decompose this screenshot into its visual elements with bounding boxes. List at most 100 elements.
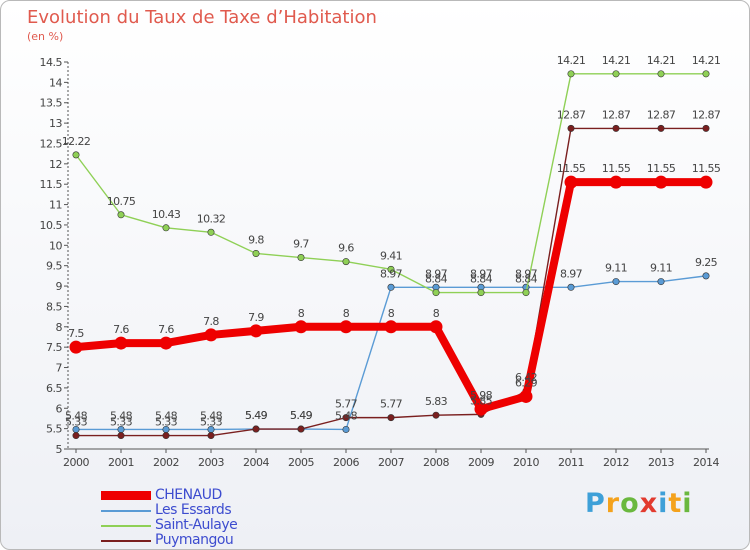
point-puymangou	[252, 425, 260, 433]
data-label-puymangou: 5.85	[470, 394, 493, 407]
y-tick-label: 13.5	[40, 97, 63, 110]
series-layer	[69, 70, 713, 440]
data-label-chenaud: 6.29	[515, 376, 538, 389]
logo-letter: P	[585, 488, 606, 519]
data-label-chenaud: 7.6	[158, 323, 174, 336]
x-tick-label: 2010	[513, 456, 539, 469]
data-label-saint-aulaye: 10.32	[197, 212, 226, 225]
y-tick-label: 5	[56, 443, 63, 456]
data-label-puymangou: 5.77	[380, 398, 403, 411]
point-saint-aulaye	[702, 70, 710, 78]
point-puymangou	[297, 425, 305, 433]
data-label-puymangou: 6.42	[515, 371, 537, 384]
point-chenaud	[474, 402, 488, 416]
point-chenaud	[249, 324, 263, 338]
y-tick-label: 8	[56, 321, 63, 334]
y-tick-label: 5.5	[46, 423, 62, 436]
data-label-les-essards: 5.49	[290, 409, 313, 422]
logo-letter: r	[605, 488, 621, 519]
data-label-saint-aulaye: 8.84	[470, 273, 493, 286]
logo-letter: i	[658, 488, 669, 519]
x-tick-label: 2013	[648, 456, 674, 469]
y-tick-label: 11.5	[40, 178, 63, 191]
data-label-saint-aulaye: 9.7	[293, 238, 309, 251]
x-tick-label: 2011	[558, 456, 584, 469]
legend-label-saint-aulaye: Saint-Aulaye	[155, 517, 238, 533]
logo-letter: t	[668, 488, 683, 519]
data-label-chenaud: 11.55	[602, 162, 631, 175]
logo-letter: o	[620, 488, 640, 519]
data-label-les-essards: 5.48	[110, 409, 133, 422]
y-tick-label: 11	[49, 199, 62, 212]
point-les-essards	[342, 425, 350, 433]
data-label-les-essards: 5.48	[155, 409, 178, 422]
data-label-saint-aulaye: 10.75	[107, 195, 136, 208]
point-saint-aulaye	[342, 258, 350, 266]
point-chenaud	[654, 175, 668, 189]
data-label-saint-aulaye: 10.43	[152, 208, 181, 221]
data-label-chenaud: 7.8	[203, 315, 219, 328]
legend: CHENAUD Les Essards Saint-Aulaye Puymang…	[101, 488, 238, 548]
point-puymangou	[387, 414, 395, 422]
y-tick-label: 8.5	[46, 300, 62, 313]
legend-swatch-les-essards	[101, 509, 151, 512]
logo-letter: i	[682, 488, 693, 519]
data-label-saint-aulaye: 14.21	[692, 54, 721, 67]
y-tick-label: 6.5	[46, 382, 62, 395]
data-label-saint-aulaye: 14.21	[647, 54, 676, 67]
logo-letter: x	[639, 488, 659, 519]
data-label-puymangou: 12.87	[557, 108, 586, 121]
point-saint-aulaye	[297, 254, 305, 262]
x-tick-label: 2014	[693, 456, 719, 469]
point-saint-aulaye	[117, 211, 125, 219]
point-puymangou	[72, 432, 80, 440]
data-label-saint-aulaye: 12.22	[62, 135, 91, 148]
legend-label-puymangou: Puymangou	[155, 532, 234, 548]
data-label-chenaud: 7.5	[68, 327, 84, 340]
data-label-chenaud: 11.55	[647, 162, 676, 175]
point-saint-aulaye	[387, 265, 395, 273]
point-chenaud	[609, 175, 623, 189]
point-saint-aulaye	[567, 70, 575, 78]
data-label-chenaud: 11.55	[557, 162, 586, 175]
data-label-saint-aulaye: 9.8	[248, 233, 264, 246]
data-label-les-essards: 8.97	[425, 267, 448, 280]
data-label-puymangou: 5.33	[155, 416, 178, 429]
y-tick-label: 14	[49, 76, 62, 89]
x-tick-label: 2008	[423, 456, 449, 469]
data-label-les-essards: 8.97	[515, 267, 538, 280]
data-label-puymangou: 12.87	[692, 108, 721, 121]
data-label-chenaud: 8	[388, 307, 395, 320]
y-tick-label: 12.5	[40, 137, 63, 150]
point-chenaud	[699, 175, 713, 189]
data-label-les-essards: 8.97	[470, 267, 493, 280]
point-chenaud	[69, 340, 83, 354]
point-puymangou	[432, 411, 440, 419]
point-saint-aulaye	[612, 70, 620, 78]
data-label-saint-aulaye: 9.6	[338, 242, 354, 255]
y-tick-label: 7	[56, 362, 63, 375]
data-label-les-essards: 5.48	[65, 409, 88, 422]
y-tick-label: 14.5	[40, 56, 63, 69]
data-label-saint-aulaye: 14.21	[602, 54, 631, 67]
data-label-chenaud: 8	[433, 307, 440, 320]
point-puymangou	[207, 432, 215, 440]
data-label-puymangou: 5.83	[425, 395, 448, 408]
point-chenaud	[339, 320, 353, 334]
legend-item-les-essards: Les Essards	[101, 503, 237, 518]
x-tick-label: 2001	[108, 456, 134, 469]
data-label-puymangou: 12.87	[647, 108, 676, 121]
y-tick-label: 12	[49, 158, 62, 171]
data-label-puymangou: 5.49	[245, 409, 268, 422]
data-label-chenaud: 7.6	[113, 323, 129, 336]
data-label-puymangou: 5.33	[65, 416, 88, 429]
point-saint-aulaye	[252, 249, 260, 257]
point-puymangou	[702, 124, 710, 132]
data-labels-layer: 5.48 5.48 5.48 5.48 5.49 5.49 5.48 8.97 8.97 8.97…	[62, 54, 722, 429]
point-les-essards	[612, 278, 620, 286]
point-les-essards	[702, 272, 710, 280]
point-saint-aulaye	[162, 224, 170, 232]
y-tick-label: 9	[56, 280, 63, 293]
y-tick-label: 10.5	[40, 219, 63, 232]
legend-swatch-saint-aulaye	[101, 524, 151, 527]
